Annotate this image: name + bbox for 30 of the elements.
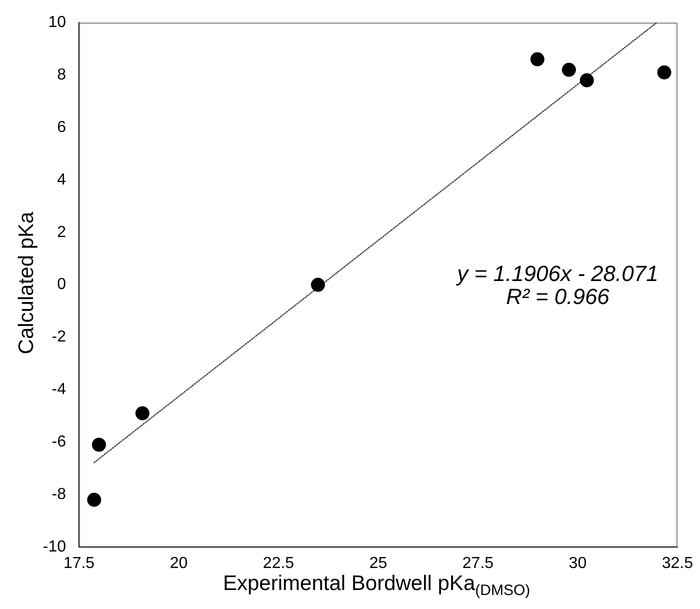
y-tick-label: -10 bbox=[42, 538, 66, 556]
y-tick-label: 10 bbox=[48, 14, 66, 32]
point bbox=[310, 278, 325, 292]
x-tick-label: 30 bbox=[568, 555, 587, 572]
annotation: R² = 0.966 bbox=[506, 284, 610, 309]
y-tick-label: -2 bbox=[52, 328, 66, 346]
x-tick-label: 25 bbox=[369, 555, 388, 572]
annotation: y = 1.1906x - 28.071 bbox=[455, 260, 658, 286]
x-tick-label: 17.5 bbox=[63, 555, 95, 572]
x-tick-label: 20 bbox=[170, 555, 188, 572]
x-tick-label: 22.5 bbox=[262, 555, 294, 572]
x-axis-title: Experimental Bordwell pKa$_{(DMSO)}$ bbox=[223, 572, 530, 599]
y-tick-label: 4 bbox=[57, 171, 66, 188]
y-tick-label: -4 bbox=[52, 381, 66, 398]
point bbox=[530, 52, 544, 66]
y-tick-label: 2 bbox=[57, 224, 66, 241]
y-tick-label: -8 bbox=[52, 486, 66, 503]
x-tick-label: 27.5 bbox=[462, 555, 494, 572]
y-tick-label: 6 bbox=[57, 118, 66, 136]
y-tick-label: -6 bbox=[52, 434, 66, 451]
y-tick-label: 8 bbox=[57, 66, 66, 84]
point bbox=[657, 65, 672, 80]
x-tick-label: 32.5 bbox=[662, 555, 694, 572]
point bbox=[87, 492, 102, 507]
y-tick-label: 0 bbox=[57, 276, 66, 294]
point bbox=[562, 62, 576, 77]
point bbox=[135, 406, 150, 420]
point bbox=[580, 73, 594, 88]
y-axis-title: Calculated pKa bbox=[15, 212, 39, 354]
point bbox=[92, 438, 106, 452]
